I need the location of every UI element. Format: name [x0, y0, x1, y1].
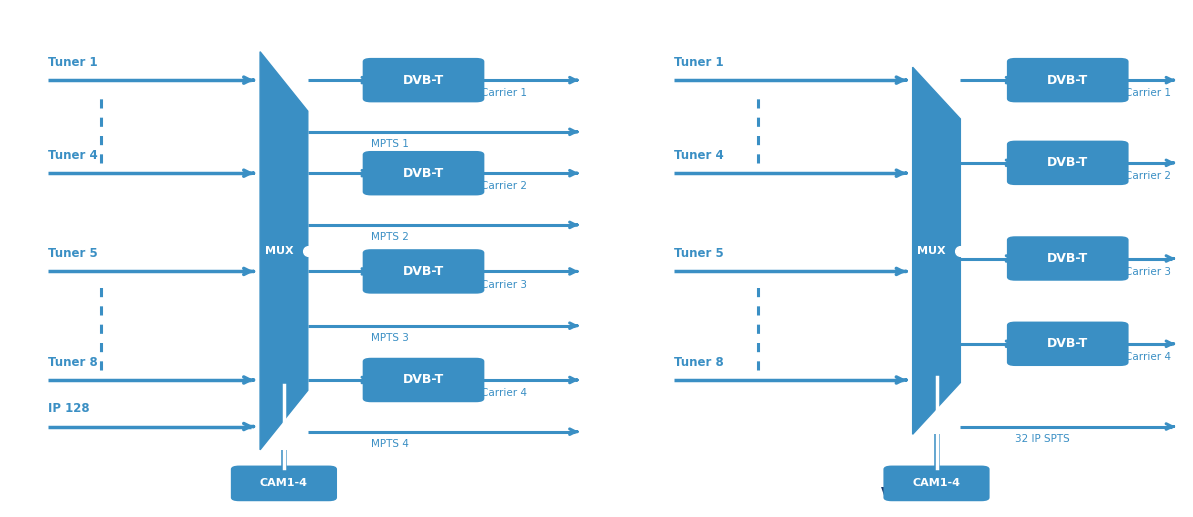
- FancyBboxPatch shape: [363, 249, 484, 294]
- FancyBboxPatch shape: [1007, 322, 1129, 366]
- Text: CAM1-4: CAM1-4: [260, 478, 308, 489]
- Polygon shape: [913, 67, 960, 434]
- Text: Tuner 1: Tuner 1: [674, 56, 724, 69]
- Text: CAM1-4: CAM1-4: [913, 478, 960, 489]
- Text: DVB-T: DVB-T: [1047, 337, 1088, 351]
- Text: DVB-T: DVB-T: [403, 373, 444, 387]
- FancyBboxPatch shape: [363, 151, 484, 195]
- FancyBboxPatch shape: [1007, 141, 1129, 185]
- Text: Carrier 3: Carrier 3: [1125, 267, 1172, 277]
- Text: Version 2: Version 2: [880, 486, 969, 504]
- FancyBboxPatch shape: [363, 358, 484, 402]
- Text: Tuner 8: Tuner 8: [674, 356, 724, 369]
- Text: Tuner 5: Tuner 5: [48, 247, 98, 260]
- Text: Carrier 3: Carrier 3: [481, 280, 527, 290]
- Text: Carrier 1: Carrier 1: [481, 88, 527, 98]
- Text: Tuner 8: Tuner 8: [48, 356, 98, 369]
- Text: 32 IP SPTS: 32 IP SPTS: [1015, 434, 1070, 444]
- Text: DVB-T: DVB-T: [403, 73, 444, 87]
- Text: DVB-T: DVB-T: [1047, 252, 1088, 265]
- Text: Version 1: Version 1: [248, 486, 336, 504]
- Text: DVB-T: DVB-T: [1047, 73, 1088, 87]
- Text: Carrier 2: Carrier 2: [1125, 171, 1172, 181]
- Text: DVB-T: DVB-T: [1047, 156, 1088, 170]
- Text: Tuner 1: Tuner 1: [48, 56, 98, 69]
- Text: DVB-T: DVB-T: [403, 166, 444, 180]
- Text: MPTS 2: MPTS 2: [371, 232, 409, 242]
- Text: IP 128: IP 128: [48, 402, 89, 415]
- Text: MUX: MUX: [917, 246, 946, 256]
- FancyBboxPatch shape: [230, 465, 336, 501]
- FancyBboxPatch shape: [1007, 58, 1129, 102]
- Text: MPTS 1: MPTS 1: [371, 139, 409, 149]
- Text: Carrier 4: Carrier 4: [481, 388, 527, 398]
- Text: Tuner 5: Tuner 5: [674, 247, 724, 260]
- Text: Carrier 1: Carrier 1: [1125, 88, 1172, 98]
- Text: Tuner 4: Tuner 4: [48, 149, 98, 162]
- FancyBboxPatch shape: [883, 465, 990, 501]
- Text: MPTS 3: MPTS 3: [371, 333, 409, 343]
- Text: MUX: MUX: [265, 246, 293, 256]
- Polygon shape: [260, 52, 308, 450]
- FancyBboxPatch shape: [363, 58, 484, 102]
- Text: Carrier 2: Carrier 2: [481, 181, 527, 191]
- Text: Tuner 4: Tuner 4: [674, 149, 724, 162]
- Text: DVB-T: DVB-T: [403, 265, 444, 278]
- FancyBboxPatch shape: [1007, 236, 1129, 281]
- Text: Carrier 4: Carrier 4: [1125, 352, 1172, 362]
- Text: MPTS 4: MPTS 4: [371, 439, 409, 449]
